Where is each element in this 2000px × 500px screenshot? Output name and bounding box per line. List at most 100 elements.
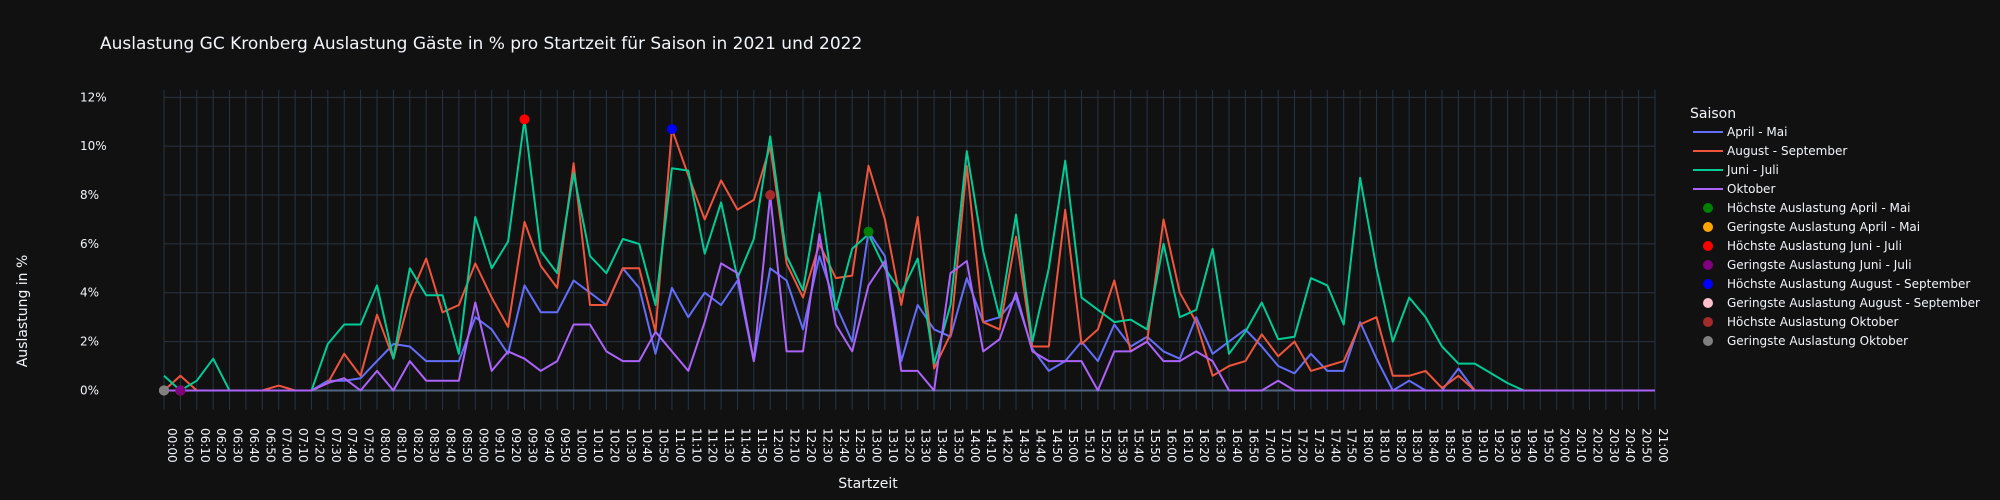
x-tick-label: 08:10 <box>394 428 408 463</box>
x-tick-label: 17:10 <box>1279 428 1293 463</box>
x-tick-label: 17:00 <box>1263 428 1277 463</box>
x-tick-label: 15:40 <box>1132 428 1146 463</box>
extreme-marker <box>175 385 186 396</box>
x-tick-label: 06:20 <box>214 428 228 463</box>
extreme-marker <box>765 190 776 201</box>
y-axis-title: Auslastung in % <box>15 255 31 368</box>
y-axis-ticks: 0% 2% 4% 6% 8% 10% 12% <box>80 90 107 397</box>
x-tick-label: 18:50 <box>1443 428 1457 463</box>
x-tick-label: 09:20 <box>509 428 523 463</box>
x-tick-label: 19:40 <box>1525 428 1539 463</box>
x-tick-label: 20:00 <box>1558 428 1572 463</box>
x-tick-label: 15:00 <box>1066 428 1080 463</box>
x-tick-label: 13:10 <box>886 428 900 463</box>
x-tick-label: 13:40 <box>935 428 949 463</box>
x-tick-label: 15:10 <box>1083 428 1097 463</box>
x-tick-label: 18:40 <box>1427 428 1441 463</box>
legend-title: Saison <box>1690 106 1736 122</box>
x-tick-label: 16:50 <box>1246 428 1260 463</box>
legend-label: August - September <box>1727 144 1847 158</box>
x-tick-label: 14:10 <box>984 428 998 463</box>
x-tick-label: 13:20 <box>902 428 916 463</box>
legend-swatch-marker <box>1703 203 1713 213</box>
x-tick-label: 10:20 <box>607 428 621 463</box>
x-tick-label: 09:50 <box>558 428 572 463</box>
x-tick-label: 10:50 <box>657 428 671 463</box>
x-tick-label: 14:40 <box>1033 428 1047 463</box>
legend-label: Juni - Juli <box>1726 163 1779 177</box>
x-tick-label: 06:00 <box>181 428 195 463</box>
series-line <box>163 128 1655 392</box>
x-tick-label: 14:00 <box>968 428 982 463</box>
legend-label: Höchste Auslastung Oktober <box>1727 315 1899 329</box>
x-tick-label: 07:50 <box>362 428 376 463</box>
x-tick-label: 17:40 <box>1328 428 1342 463</box>
x-tick-label: 16:10 <box>1181 428 1195 463</box>
x-tick-label: 12:20 <box>804 428 818 463</box>
series-line <box>164 194 1655 392</box>
x-tick-label: 07:20 <box>312 428 326 463</box>
x-tick-label: 09:30 <box>525 428 539 463</box>
x-tick-label: 18:10 <box>1377 428 1391 463</box>
x-tick-label: 14:20 <box>1001 428 1015 463</box>
extreme-marker <box>159 385 169 396</box>
x-tick-label: 10:10 <box>591 428 605 463</box>
x-tick-label: 13:30 <box>919 428 933 463</box>
x-tick-label: 07:40 <box>345 428 359 463</box>
legend-label: Höchste Auslastung August - September <box>1727 277 1970 291</box>
y-tick-label: 10% <box>80 139 107 153</box>
legend-label: Höchste Auslastung April - Mai <box>1727 201 1911 215</box>
x-tick-label: 19:50 <box>1541 428 1555 463</box>
x-tick-label: 14:30 <box>1017 428 1031 463</box>
extreme-marker <box>519 114 530 125</box>
x-tick-label: 20:50 <box>1640 428 1654 463</box>
y-tick-label: 4% <box>80 286 99 300</box>
series-line <box>163 118 1655 392</box>
x-tick-label: 18:00 <box>1361 428 1375 463</box>
x-tick-label: 19:10 <box>1476 428 1490 463</box>
x-tick-label: 11:20 <box>706 428 720 463</box>
x-tick-label: 06:50 <box>263 428 277 463</box>
legend-swatch-marker <box>1703 298 1713 308</box>
x-tick-label: 16:20 <box>1197 428 1211 463</box>
y-tick-label: 0% <box>80 383 99 397</box>
legend-swatch-marker <box>1703 241 1713 251</box>
x-tick-label: 07:00 <box>280 428 294 463</box>
x-tick-label: 11:10 <box>689 428 703 463</box>
x-tick-label: 18:20 <box>1394 428 1408 463</box>
x-tick-label: 06:30 <box>231 428 245 463</box>
x-axis-title: Startzeit <box>838 476 898 492</box>
extreme-marker <box>863 226 874 237</box>
x-tick-label: 20:20 <box>1590 428 1604 463</box>
x-tick-label: 19:20 <box>1492 428 1506 463</box>
legend-label: Geringste Auslastung August - September <box>1727 296 1980 310</box>
x-tick-label: 20:10 <box>1574 428 1588 463</box>
x-tick-label: 19:30 <box>1509 428 1523 463</box>
x-tick-label: 20:30 <box>1607 428 1621 463</box>
x-tick-label: 08:50 <box>460 428 474 463</box>
x-tick-label: 12:10 <box>788 428 802 463</box>
x-tick-label: 07:30 <box>329 428 343 463</box>
x-tick-label: 10:40 <box>640 428 654 463</box>
x-tick-label: 07:10 <box>296 428 310 463</box>
x-tick-label: 14:50 <box>1050 428 1064 463</box>
x-tick-label: 16:30 <box>1214 428 1228 463</box>
legend: Saison April - Mai August - September Juni… <box>1690 106 1980 348</box>
x-tick-label: 16:00 <box>1164 428 1178 463</box>
legend-label: April - Mai <box>1727 125 1787 139</box>
y-tick-label: 2% <box>80 335 99 349</box>
legend-swatch-marker <box>1703 279 1713 289</box>
legend-label: Geringste Auslastung Juni - Juli <box>1727 258 1912 272</box>
x-tick-label: 21:00 <box>1656 428 1670 463</box>
x-tick-label: 13:50 <box>951 428 965 463</box>
legend-items: April - Mai August - September Juni - Juli… <box>1693 125 1980 348</box>
x-tick-label: 09:40 <box>542 428 556 463</box>
x-tick-label: 18:30 <box>1410 428 1424 463</box>
y-tick-label: 8% <box>80 188 99 202</box>
chart-title: Auslastung GC Kronberg Auslastung Gäste … <box>100 34 862 54</box>
extreme-marker <box>666 124 677 135</box>
x-tick-label: 10:30 <box>624 428 638 463</box>
x-tick-label: 16:40 <box>1230 428 1244 463</box>
legend-swatch-marker <box>1703 260 1713 270</box>
x-tick-label: 09:10 <box>493 428 507 463</box>
